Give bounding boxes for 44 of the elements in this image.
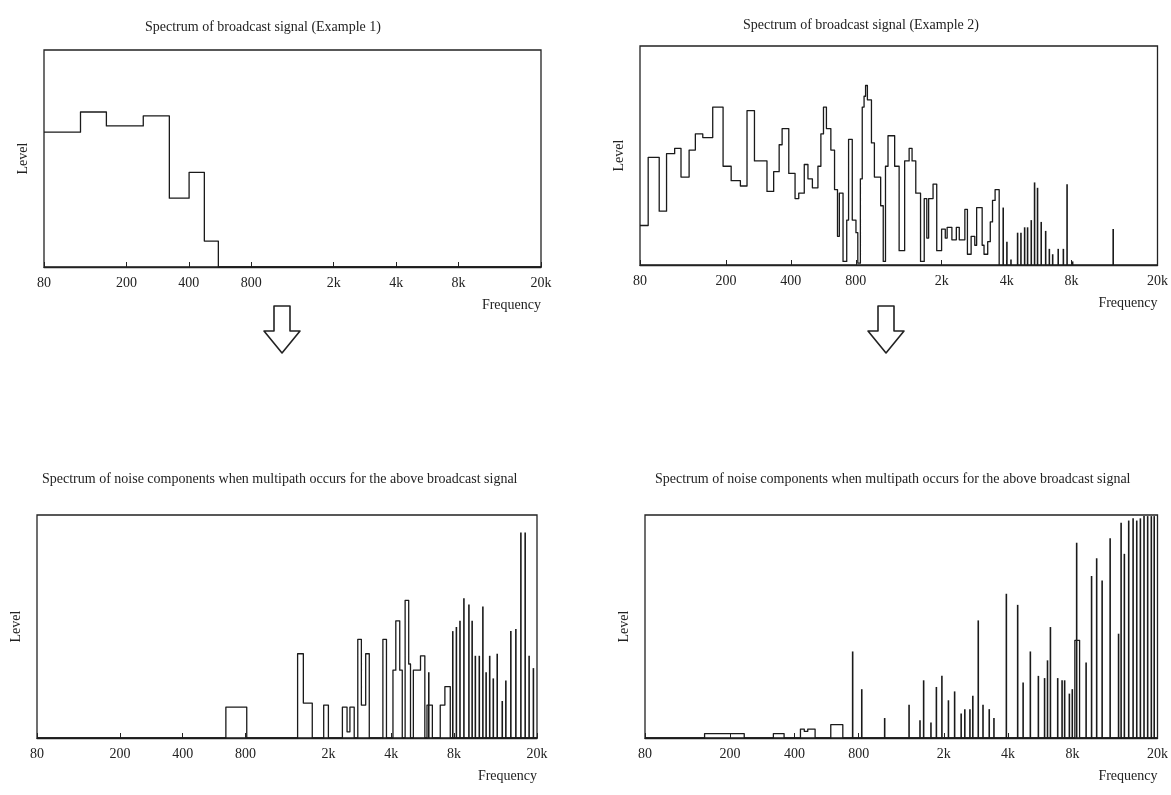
x-axis-title: Frequency (1098, 767, 1158, 783)
x-tick-label: 4k (1001, 745, 1016, 761)
x-tick-label: 4k (389, 274, 404, 290)
x-tick-label: 2k (936, 745, 951, 761)
x-tick-label: 20k (1147, 272, 1168, 288)
x-tick-label: 8k (451, 274, 466, 290)
x-tick-label: 400 (172, 745, 194, 761)
x-tick-label: 200 (715, 272, 737, 288)
x-tick-label: 2k (326, 274, 341, 290)
x-tick-label: 200 (719, 745, 741, 761)
x-tick-label: 4k (999, 272, 1014, 288)
x-tick-label: 20k (1147, 745, 1168, 761)
x-tick-label: 80 (638, 745, 652, 761)
x-tick-label: 8k (1065, 745, 1080, 761)
y-axis-title: Level (7, 610, 23, 643)
x-tick-label: 80 (633, 272, 647, 288)
x-tick-label: 2k (934, 272, 949, 288)
chart-title: Spectrum of broadcast signal (Example 2) (743, 17, 980, 33)
x-tick-label: 800 (848, 745, 870, 761)
x-tick-label: 80 (30, 745, 44, 761)
x-tick-label: 400 (178, 274, 200, 290)
x-tick-label: 20k (526, 745, 548, 761)
x-tick-label: 20k (530, 274, 552, 290)
x-tick-label: 200 (115, 274, 137, 290)
x-tick-label: 400 (783, 745, 805, 761)
x-tick-label: 4k (384, 745, 399, 761)
x-tick-label: 80 (37, 274, 51, 290)
chart-title: Spectrum of noise components when multipath occurs for the above broadcast signal (655, 471, 1131, 486)
x-tick-label: 2k (321, 745, 336, 761)
x-tick-label: 400 (780, 272, 802, 288)
x-tick-label: 8k (447, 745, 462, 761)
x-axis-title: Frequency (1098, 294, 1158, 310)
x-tick-label: 8k (1064, 272, 1079, 288)
x-tick-label: 800 (240, 274, 262, 290)
y-axis-title: Level (14, 142, 30, 175)
x-axis-title: Frequency (477, 767, 537, 783)
chart-title: Spectrum of noise components when multipath occurs for the above broadcast signal (42, 471, 518, 486)
x-axis-title: Frequency (481, 296, 541, 312)
x-tick-label: 800 (845, 272, 867, 288)
y-axis-title: Level (615, 610, 631, 643)
x-tick-label: 800 (235, 745, 257, 761)
chart-title: Spectrum of broadcast signal (Example 1) (145, 19, 382, 35)
y-axis-title: Level (610, 139, 626, 172)
x-tick-label: 200 (109, 745, 131, 761)
